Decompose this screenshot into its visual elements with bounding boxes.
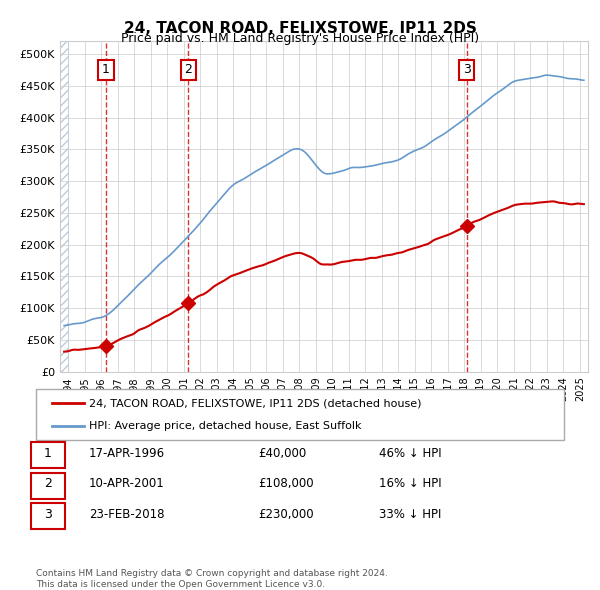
Text: 23-FEB-2018: 23-FEB-2018 <box>89 508 164 521</box>
Text: Contains HM Land Registry data © Crown copyright and database right 2024.
This d: Contains HM Land Registry data © Crown c… <box>36 569 388 589</box>
Text: 16% ↓ HPI: 16% ↓ HPI <box>379 477 442 490</box>
Text: 1: 1 <box>44 447 52 460</box>
Text: 33% ↓ HPI: 33% ↓ HPI <box>379 508 442 521</box>
Text: £108,000: £108,000 <box>258 477 313 490</box>
FancyBboxPatch shape <box>31 473 65 499</box>
Text: £40,000: £40,000 <box>258 447 306 460</box>
FancyBboxPatch shape <box>36 389 564 440</box>
Text: 46% ↓ HPI: 46% ↓ HPI <box>379 447 442 460</box>
Text: 24, TACON ROAD, FELIXSTOWE, IP11 2DS (detached house): 24, TACON ROAD, FELIXSTOWE, IP11 2DS (de… <box>89 398 421 408</box>
FancyBboxPatch shape <box>31 503 65 529</box>
Text: 1: 1 <box>102 63 110 76</box>
Text: Price paid vs. HM Land Registry's House Price Index (HPI): Price paid vs. HM Land Registry's House … <box>121 32 479 45</box>
Text: 24, TACON ROAD, FELIXSTOWE, IP11 2DS: 24, TACON ROAD, FELIXSTOWE, IP11 2DS <box>124 21 476 35</box>
Bar <box>60 41 68 372</box>
Text: HPI: Average price, detached house, East Suffolk: HPI: Average price, detached house, East… <box>89 421 361 431</box>
FancyBboxPatch shape <box>31 442 65 468</box>
Text: 10-APR-2001: 10-APR-2001 <box>89 477 164 490</box>
Text: 2: 2 <box>44 477 52 490</box>
Text: 17-APR-1996: 17-APR-1996 <box>89 447 165 460</box>
Text: £230,000: £230,000 <box>258 508 313 521</box>
Text: 2: 2 <box>184 63 192 76</box>
Text: 3: 3 <box>44 508 52 521</box>
Text: 3: 3 <box>463 63 470 76</box>
